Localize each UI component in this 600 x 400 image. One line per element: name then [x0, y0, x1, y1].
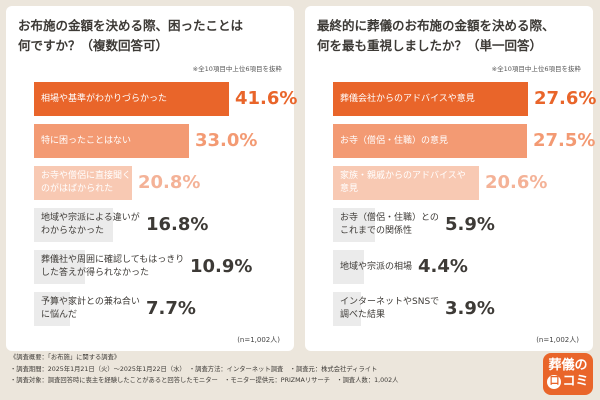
- footer-line-2: ・調査期間：2025年1月21日（火）〜2025年1月22日（水） ・調査方法：…: [10, 365, 378, 373]
- bar: [34, 82, 229, 116]
- left-sample-size: (n=1,002人): [237, 336, 280, 344]
- footer-line-3: ・調査対象：調査回答時に喪主を経験したことがあると回答したモニター ・モニター提…: [10, 377, 399, 384]
- bar-category-label: 特に困ったことはない: [41, 124, 131, 158]
- left-chart-panel: お布施の金額を決める際、困ったことは 何ですか？（複数回答可） ※全10項目中上…: [6, 6, 298, 351]
- bar-category-label-line: お寺や僧侶に直接聞く: [41, 171, 132, 181]
- bar-value-label: 33.0%: [195, 130, 258, 151]
- bar-category-label-line: わからなかった: [41, 226, 105, 236]
- bar: [333, 166, 479, 200]
- bar-category-label-line: 地域や宗派の相場: [340, 261, 413, 272]
- bar-category-label: 葬儀社や周囲に確認してもはっきり した答えが得られなかった: [41, 250, 184, 284]
- bar-value-label: 20.6%: [485, 172, 548, 193]
- bar-value-label: 27.5%: [533, 130, 596, 151]
- bar-value-label: 4.4%: [418, 256, 468, 277]
- right-title-line-2: 何を最も重視しましたか？（単一回答）: [317, 38, 543, 53]
- bar-value-label: 20.8%: [138, 172, 201, 193]
- bar-category-label: お寺（僧侶・住職）の意見: [340, 124, 448, 158]
- bar-value-label: 10.9%: [190, 256, 253, 277]
- right-chart-title: 最終的に葬儀のお布施の金額を決める際、 何を最も重視しましたか？（単一回答）: [317, 16, 587, 56]
- bar: [34, 250, 85, 284]
- bar-category-label-line: 調べた結果: [340, 310, 386, 320]
- logo-line-2: 口 コミ: [547, 374, 589, 390]
- right-chart-panel: 最終的に葬儀のお布施の金額を決める際、 何を最も重視しましたか？（単一回答） ※…: [305, 6, 597, 351]
- right-sample-size: (n=1,002人): [536, 336, 579, 344]
- bar: [34, 166, 132, 200]
- bar-value-label: 3.9%: [445, 298, 495, 319]
- bar-value-label: 16.8%: [146, 214, 209, 235]
- bar-category-label: 地域や宗派の相場: [340, 250, 412, 284]
- bar-category-label-line: 意見: [340, 184, 359, 194]
- bar-category-label: 相場や基準がわかりづらかった: [41, 82, 167, 116]
- bar-category-label-line: お寺（僧侶・住職）との: [340, 213, 439, 223]
- bar-category-label-line: 家族・親戚からのアドバイスや: [340, 171, 466, 181]
- bar-category-label: 家族・親戚からのアドバイスや 意見: [340, 166, 466, 200]
- bar-category-label-line: これまでの関係性: [340, 226, 413, 236]
- bar-category-label-line: に悩んだ: [41, 310, 78, 320]
- bar-category-label-line: 葬儀会社からのアドバイスや意見: [340, 93, 475, 104]
- bar-value-label: 5.9%: [445, 214, 495, 235]
- bar-category-label-line: のがはばかられた: [41, 184, 114, 194]
- left-title-line-1: お布施の金額を決める際、困ったことは: [18, 18, 244, 33]
- sougi-no-kuchikomi-logo: 葬儀の 口 コミ: [543, 353, 593, 395]
- bar-category-label-line: 特に困ったことはない: [41, 135, 132, 146]
- bar: [333, 82, 528, 116]
- left-chart-title: お布施の金額を決める際、困ったことは 何ですか？（複数回答可）: [18, 16, 288, 56]
- bar: [333, 250, 364, 284]
- bar-category-label: 予算や家計との兼ね合い に悩んだ: [41, 292, 140, 326]
- bar-value-label: 27.6%: [534, 88, 597, 109]
- bar-category-label-line: お寺（僧侶・住職）の意見: [340, 135, 449, 146]
- left-chart-note: ※全10項目中上位6項目を抜粋: [192, 65, 282, 73]
- bar-value-label: 41.6%: [235, 88, 298, 109]
- bar-category-label-line: 予算や家計との兼ね合い: [41, 297, 140, 307]
- left-title-line-2: 何ですか？（複数回答可）: [18, 38, 169, 53]
- bar: [34, 292, 70, 326]
- bar: [34, 208, 113, 242]
- right-title-line-1: 最終的に葬儀のお布施の金額を決める際、: [317, 18, 555, 33]
- right-chart-note: ※全10項目中上位6項目を抜粋: [491, 65, 581, 73]
- bar: [34, 124, 189, 158]
- bar-category-label: お寺や僧侶に直接聞く のがはばかられた: [41, 166, 131, 200]
- bar: [333, 292, 361, 326]
- bar-category-label: インターネットやSNSで 調べた結果: [340, 292, 439, 326]
- logo-line-1: 葬儀の: [548, 358, 588, 373]
- bar-category-label-line: 相場や基準がわかりづらかった: [41, 93, 168, 104]
- survey-footer: 《調査概要：「お布施」に関する調査》 ・調査期間：2025年1月21日（火）〜2…: [10, 352, 530, 387]
- bar: [333, 208, 375, 242]
- logo-circle-glyph: 口: [547, 375, 562, 389]
- bar-category-label-line: した答えが得られなかった: [41, 268, 150, 278]
- bar-value-label: 7.7%: [146, 298, 196, 319]
- bar-category-label-line: インターネットやSNSで: [340, 297, 440, 307]
- logo-line-2-text: コミ: [562, 374, 589, 389]
- bar-category-label-line: 地域や宗派による違いが: [41, 213, 140, 223]
- bar-category-label-line: 葬儀社や周囲に確認してもはっきり: [41, 255, 185, 265]
- footer-line-1: 《調査概要：「お布施」に関する調査》: [10, 354, 121, 361]
- bar-category-label: お寺（僧侶・住職）との これまでの関係性: [340, 208, 439, 242]
- bar-category-label: 葬儀会社からのアドバイスや意見: [340, 82, 475, 116]
- bar-category-label: 地域や宗派による違いが わからなかった: [41, 208, 140, 242]
- bar: [333, 124, 527, 158]
